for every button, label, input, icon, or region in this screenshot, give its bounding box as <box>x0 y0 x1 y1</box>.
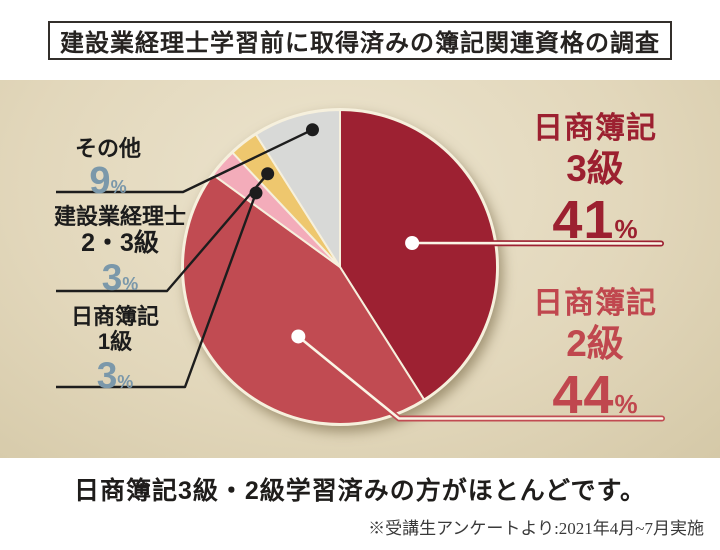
segment-label-line1: 日商簿記 <box>533 112 657 145</box>
segment-label-line1: 日商簿記 <box>533 287 657 320</box>
callout-nissho-boki-2kyu: 日商簿記 2級 44% <box>497 287 693 425</box>
segment-label-line2: 2級 <box>566 323 624 364</box>
percent-sign: % <box>110 177 127 197</box>
percent-sign: % <box>117 372 134 392</box>
segment-label-line1: 日商簿記 <box>70 304 159 329</box>
segment-label-line2: 3級 <box>566 148 624 189</box>
title-box: 建設業経理士学習前に取得済みの簿記関連資格の調査 <box>48 21 672 60</box>
segment-value: 41% <box>552 190 638 250</box>
segment-label-line1: 建設業経理士 <box>53 204 186 229</box>
segment-value: 9% <box>89 160 127 202</box>
footnote-text: ※受講生アンケートより:2021年4月~7月実施 <box>368 519 704 538</box>
segment-label: その他 <box>74 136 141 161</box>
callout-nissho-boki-1kyu: 日商簿記 1級 3% <box>40 304 190 396</box>
callout-nissho-boki-3kyu: 日商簿記 3級 41% <box>497 112 693 250</box>
page-title: 建設業経理士学習前に取得済みの簿記関連資格の調査 <box>60 30 660 57</box>
segment-value: 3% <box>96 355 134 396</box>
segment-value: 3% <box>101 257 139 298</box>
percent-sign: % <box>614 389 638 419</box>
percent-sign: % <box>614 214 638 244</box>
caption-text: 日商簿記3級・2級学習済みの方がほとんどです。 <box>73 477 647 505</box>
percent-sign: % <box>122 274 139 294</box>
segment-label-line2: 1級 <box>97 329 133 354</box>
callout-sonota: その他 9% <box>48 136 168 202</box>
segment-label-line2: 2・3級 <box>81 229 159 257</box>
callout-kensetsu-keirishi: 建設業経理士 2・3級 3% <box>40 204 200 298</box>
segment-value: 44% <box>552 365 638 425</box>
